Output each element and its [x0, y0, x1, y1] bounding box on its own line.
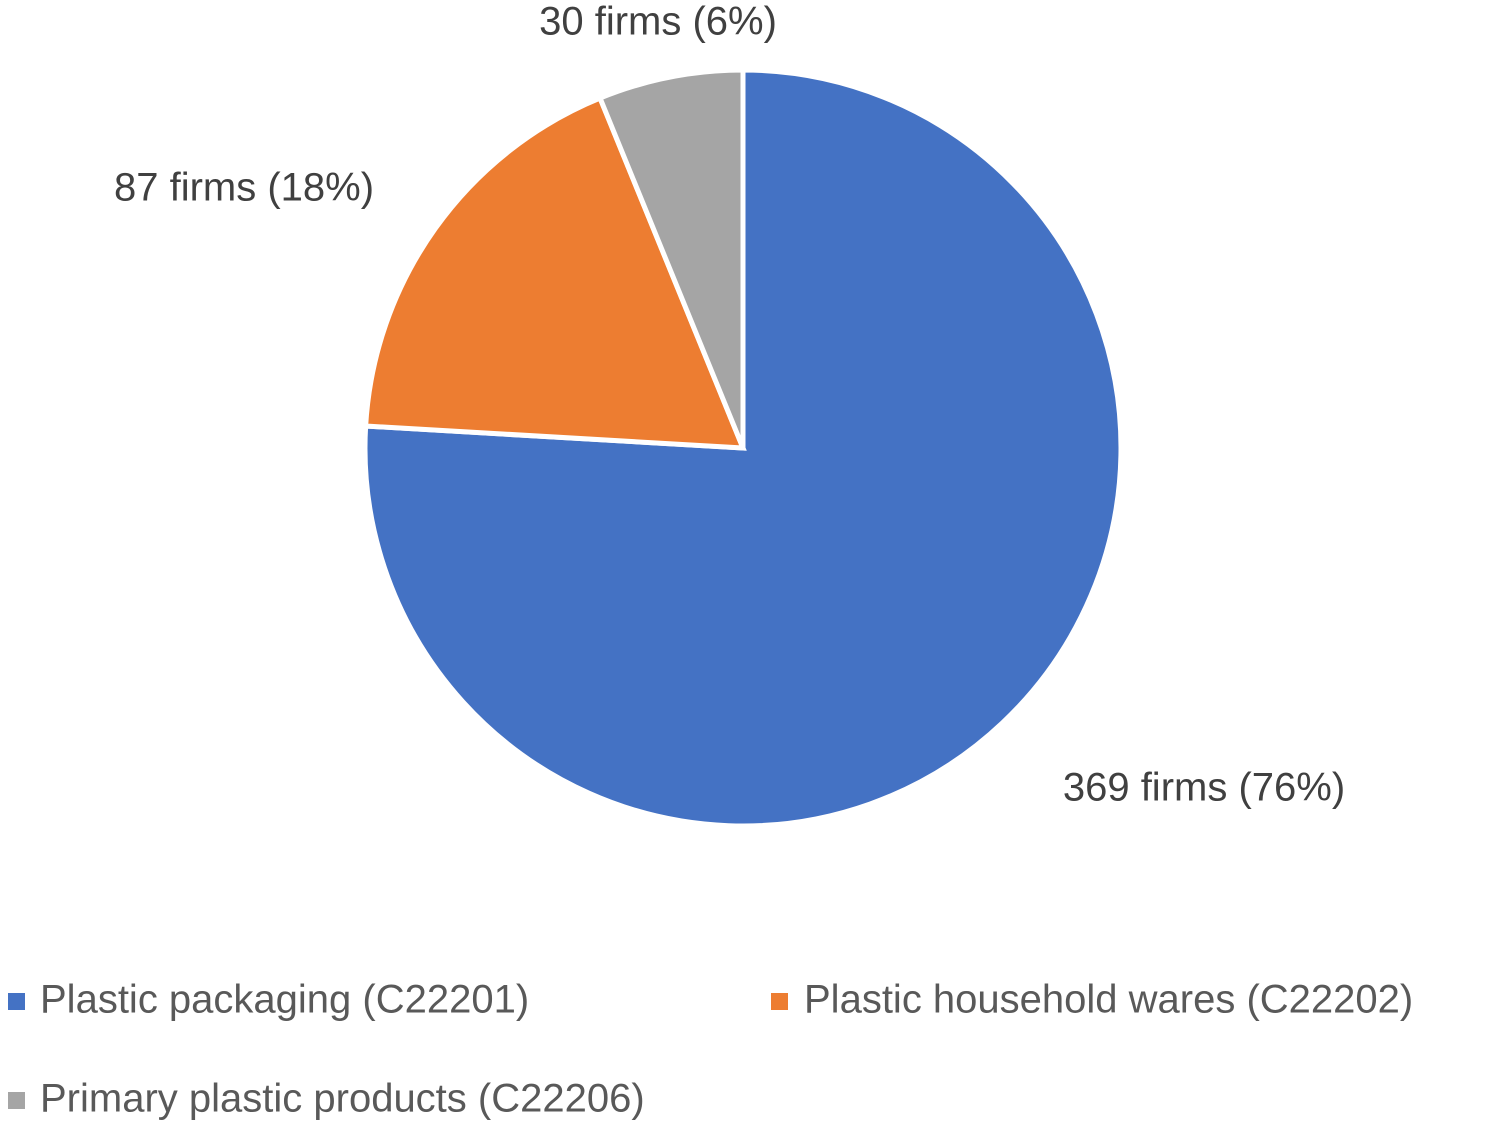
pie-slices — [362, 67, 1124, 829]
legend-swatch-plastic-packaging — [8, 993, 25, 1010]
legend: Plastic packaging (C22201) Plastic house… — [8, 978, 1413, 1121]
data-label-primary-plastic-products: 30 firms (6%) — [539, 0, 777, 44]
data-label-plastic-packaging: 369 firms (76%) — [1063, 766, 1345, 810]
data-label-plastic-household-wares: 87 firms (18%) — [114, 166, 374, 210]
pie-slice-primary-plastic-products[interactable] — [596, 67, 746, 449]
legend-label-plastic-packaging: Plastic packaging (C22201) — [40, 978, 529, 1022]
legend-item-plastic-packaging[interactable]: Plastic packaging (C22201) — [8, 978, 529, 1022]
legend-item-plastic-household-wares[interactable]: Plastic household wares (C22202) — [771, 978, 1413, 1022]
legend-label-primary-plastic-products: Primary plastic products (C22206) — [40, 1077, 645, 1121]
legend-swatch-plastic-household-wares — [771, 993, 788, 1010]
legend-swatch-primary-plastic-products — [8, 1092, 25, 1109]
legend-label-plastic-household-wares: Plastic household wares (C22202) — [804, 978, 1413, 1022]
pie-slice-plastic-household-wares[interactable] — [362, 94, 747, 451]
legend-item-primary-plastic-products[interactable]: Primary plastic products (C22206) — [8, 1077, 645, 1121]
